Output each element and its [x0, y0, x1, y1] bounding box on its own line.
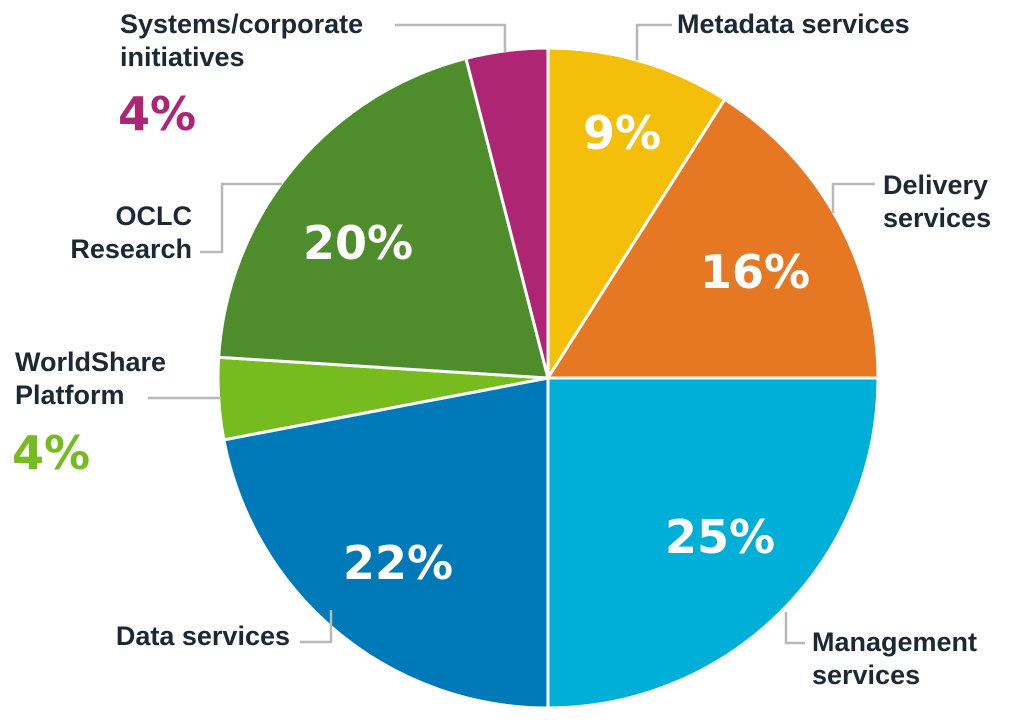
value-labels: 9% 16% 25% 22% 4% 20% 4%: [12, 87, 810, 590]
category-label-line: Delivery: [883, 170, 988, 200]
category-label-delivery-services: Delivery services: [883, 170, 991, 233]
category-label-line: initiatives: [120, 42, 245, 72]
value-label-systems-corporate-initiatives: 4%: [118, 87, 196, 141]
leader-line-management-services: [784, 612, 805, 645]
value-label-worldshare-platform: 4%: [12, 426, 90, 480]
category-label-line: OCLC: [116, 201, 193, 231]
pie-slice-data-services: [222, 376, 550, 710]
category-label-management-services: Management services: [812, 627, 977, 690]
pie-slice-oclc-research: [217, 56, 550, 380]
category-label-data-services: Data services: [116, 621, 290, 651]
pie-slice-management-services: [546, 376, 880, 710]
category-label-oclc-research: OCLC Research: [70, 201, 192, 264]
pie-slice-systems-corporate-initiatives: [464, 46, 550, 379]
category-label-line: services: [812, 660, 920, 690]
category-label-line: services: [883, 203, 991, 233]
category-label-line: Metadata services: [677, 9, 910, 39]
category-label-worldshare-platform: WorldShare Platform: [15, 347, 166, 410]
category-label-systems-corporate-initiatives: Systems/corporate initiatives: [120, 9, 363, 72]
leader-line-oclc-research: [200, 182, 282, 254]
category-label-line: Systems/corporate: [120, 9, 363, 39]
pie-slices: [216, 46, 880, 710]
category-label-line: Management: [812, 627, 977, 657]
category-label-line: Research: [70, 234, 192, 264]
value-label-metadata-services: 9%: [583, 106, 661, 160]
pie-slice-metadata-services: [546, 46, 727, 384]
value-label-data-services: 22%: [343, 536, 453, 590]
pie-slice-delivery-services: [545, 97, 880, 380]
leader-line-systems-corporate-initiatives: [395, 23, 507, 52]
value-label-delivery-services: 16%: [700, 245, 810, 299]
category-label-line: WorldShare: [15, 347, 166, 377]
leader-line-data-services: [300, 610, 333, 644]
value-label-management-services: 25%: [665, 510, 775, 564]
leader-lines: [148, 23, 875, 645]
category-label-metadata-services: Metadata services: [677, 9, 910, 39]
category-label-line: Data services: [116, 621, 290, 651]
category-label-line: Platform: [15, 380, 125, 410]
value-label-oclc-research: 20%: [303, 216, 413, 270]
leader-line-metadata-services: [635, 23, 672, 60]
leader-line-delivery-services: [831, 182, 875, 213]
